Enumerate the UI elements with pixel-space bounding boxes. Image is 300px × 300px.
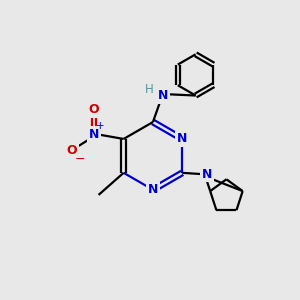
Text: −: − [74, 153, 85, 166]
Text: N: N [89, 128, 99, 141]
Text: H: H [145, 83, 154, 96]
Text: N: N [177, 133, 188, 146]
Text: N: N [148, 183, 158, 196]
Text: N: N [202, 168, 212, 181]
Text: N: N [148, 183, 158, 196]
Text: O: O [89, 103, 100, 116]
Text: N: N [177, 133, 188, 146]
Text: N: N [202, 168, 212, 181]
Text: +: + [96, 121, 105, 131]
Text: N: N [158, 89, 168, 102]
Text: O: O [67, 144, 77, 157]
